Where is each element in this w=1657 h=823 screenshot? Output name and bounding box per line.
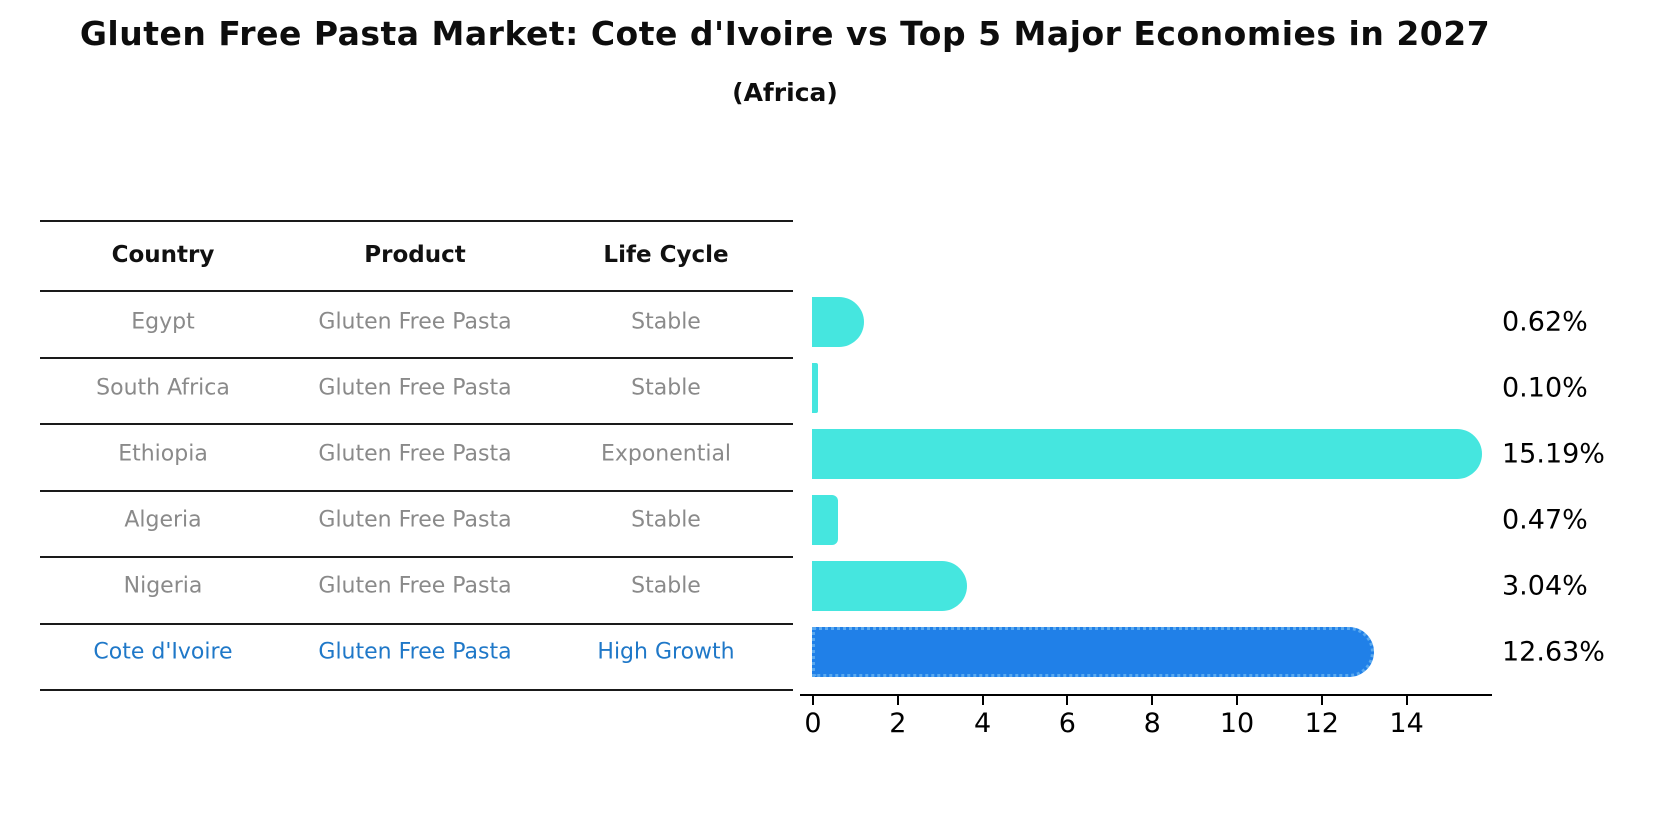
- x-axis-tick: [1151, 696, 1154, 705]
- table-cell-country: Nigeria: [123, 573, 203, 599]
- x-axis-tick-label: 8: [1143, 708, 1161, 739]
- x-axis-tick-label: 4: [974, 708, 992, 739]
- table-rule-line: [40, 423, 793, 425]
- x-axis-tick-label: 6: [1058, 708, 1076, 739]
- table-rule-line: [40, 356, 793, 359]
- x-axis-tick: [1320, 696, 1323, 705]
- table-cell-product: Gluten Free Pasta: [318, 309, 512, 335]
- x-axis-tick: [812, 696, 814, 705]
- table-rule-line: [40, 689, 793, 691]
- table-cell-product: Gluten Free Pasta: [318, 507, 512, 533]
- table-rule-line: [40, 290, 793, 292]
- table-header-life-cycle: Life Cycle: [603, 242, 729, 268]
- bar-value-label: 0.47%: [1502, 504, 1588, 536]
- table-rule-line: [40, 622, 793, 625]
- x-axis-line: [800, 694, 1492, 696]
- table-cell-product: Gluten Free Pasta: [318, 375, 512, 401]
- bar-cote-d-ivoire: [812, 627, 1374, 677]
- table-cell-country: Cote d'Ivoire: [93, 639, 233, 665]
- table-cell-life_cycle: Stable: [631, 309, 701, 335]
- x-axis-tick: [1405, 696, 1408, 705]
- table-rule-line: [40, 556, 793, 558]
- table-cell-life_cycle: Stable: [631, 375, 701, 401]
- bar-nigeria: [812, 561, 967, 611]
- table-cell-life_cycle: Stable: [631, 507, 701, 533]
- bar-value-label: 15.19%: [1502, 438, 1605, 470]
- table-cell-life_cycle: Exponential: [600, 441, 732, 467]
- table-cell-country: South Africa: [96, 375, 230, 401]
- table-header-country: Country: [111, 242, 215, 268]
- bar-algeria: [812, 495, 838, 545]
- table-header-product: Product: [364, 242, 466, 268]
- x-axis-tick-label: 2: [889, 708, 907, 739]
- x-axis-tick-label: 12: [1304, 708, 1339, 739]
- table-cell-country: Ethiopia: [118, 441, 208, 467]
- table-cell-country: Egypt: [131, 309, 195, 335]
- page-subtitle: (Africa): [732, 78, 838, 107]
- x-axis-tick-label: 10: [1219, 708, 1255, 739]
- bar-egypt: [812, 297, 864, 347]
- table-cell-product: Gluten Free Pasta: [318, 573, 512, 599]
- table-cell-product: Gluten Free Pasta: [318, 441, 512, 467]
- x-axis-tick-label: 14: [1389, 708, 1424, 739]
- bar-value-label: 0.62%: [1502, 306, 1588, 338]
- table-cell-life_cycle: Stable: [631, 573, 701, 599]
- bar-value-label: 0.10%: [1502, 372, 1588, 404]
- table-cell-life_cycle: High Growth: [597, 639, 735, 665]
- bar-south-africa: [812, 363, 818, 413]
- table-rule-line: [40, 220, 793, 222]
- page-title: Gluten Free Pasta Market: Cote d'Ivoire …: [79, 14, 1491, 53]
- bar-value-label: 3.04%: [1502, 570, 1588, 602]
- bar-ethiopia: [812, 429, 1482, 479]
- x-axis-tick-label: 0: [804, 708, 822, 739]
- bar-value-label: 12.63%: [1502, 636, 1605, 668]
- table-cell-country: Algeria: [124, 507, 202, 533]
- x-axis-tick: [1066, 696, 1069, 705]
- table-cell-product: Gluten Free Pasta: [318, 639, 512, 665]
- x-axis-tick: [1236, 696, 1238, 705]
- table-rule-line: [40, 489, 793, 492]
- x-axis-tick: [896, 696, 899, 705]
- x-axis-tick: [981, 696, 984, 705]
